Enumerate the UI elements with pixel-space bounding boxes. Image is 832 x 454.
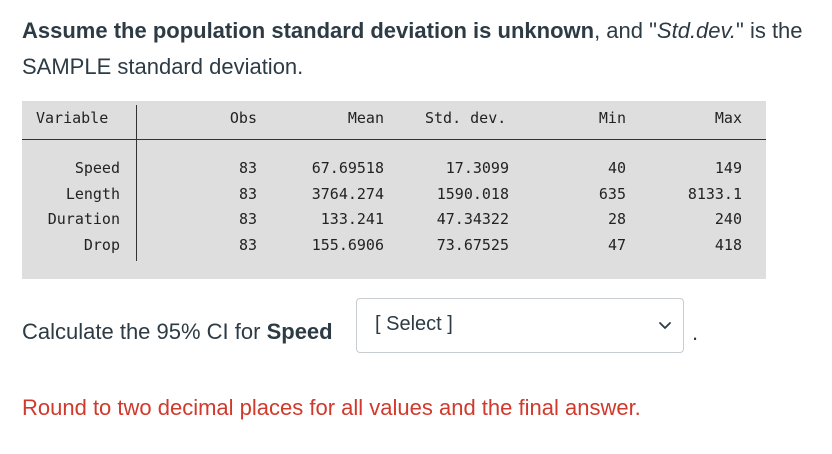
summary-statistics-table: Variable Obs Mean Std. dev. Min Max Spee… <box>22 101 766 279</box>
row-speed-mean: 67.69518 <box>311 159 384 177</box>
rounding-note: Round to two decimal places for all valu… <box>22 395 641 420</box>
row-speed-stddev: 17.3099 <box>445 159 509 177</box>
row-drop-stddev: 73.67525 <box>436 236 509 254</box>
row-drop-obs: 83 <box>238 236 257 254</box>
question-variable: Speed <box>266 319 333 344</box>
row-length-variable: Length <box>65 185 120 203</box>
row-speed-obs: 83 <box>238 159 257 177</box>
row-duration-variable: Duration <box>47 210 120 228</box>
row-length-mean: 3764.274 <box>311 185 384 203</box>
table-divider-vertical <box>136 105 137 261</box>
row-drop-mean: 155.6906 <box>311 236 384 254</box>
row-length-stddev: 1590.018 <box>436 185 509 203</box>
row-speed-variable: Speed <box>74 159 120 177</box>
row-duration-max: 240 <box>714 210 742 228</box>
row-duration-obs: 83 <box>238 210 257 228</box>
row-drop-variable: Drop <box>83 236 120 254</box>
row-duration-stddev: 47.34322 <box>436 210 509 228</box>
ci-answer-dropdown[interactable]: [ Select ] <box>356 298 684 353</box>
row-speed-min: 40 <box>607 159 626 177</box>
instructions-italic: Std.dev. <box>656 18 737 43</box>
row-duration-min: 28 <box>607 210 626 228</box>
header-min: Min <box>598 109 626 127</box>
row-length-max: 8133.1 <box>687 185 742 203</box>
instructions-bold: Assume the population standard deviation… <box>22 18 595 43</box>
question-prefix: Calculate the 95% CI for <box>22 319 267 344</box>
sentence-period: . <box>692 320 699 345</box>
dropdown-selected-value: [ Select ] <box>375 313 453 335</box>
row-drop-min: 47 <box>607 236 626 254</box>
header-mean: Mean <box>347 109 384 127</box>
header-obs: Obs <box>229 109 257 127</box>
instructions-end: " is the SAMPLE standard deviation. <box>22 18 803 79</box>
table-divider-horizontal <box>22 139 766 140</box>
header-variable: Variable <box>36 109 109 127</box>
row-speed-max: 149 <box>714 159 742 177</box>
row-duration-mean: 133.241 <box>320 210 384 228</box>
row-drop-max: 418 <box>714 236 742 254</box>
row-length-min: 635 <box>598 185 626 203</box>
header-stddev: Std. dev. <box>425 109 507 127</box>
chevron-down-icon <box>659 322 671 329</box>
header-max: Max <box>714 109 742 127</box>
instructions-mid: , and " <box>594 18 657 43</box>
question-prompt: Calculate the 95% CI for Speed <box>22 314 333 350</box>
instructions: Assume the population standard deviation… <box>22 13 812 85</box>
row-length-obs: 83 <box>238 185 257 203</box>
